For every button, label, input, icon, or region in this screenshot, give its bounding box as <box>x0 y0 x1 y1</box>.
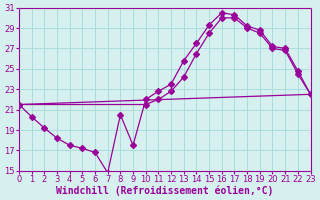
X-axis label: Windchill (Refroidissement éolien,°C): Windchill (Refroidissement éolien,°C) <box>56 185 273 196</box>
